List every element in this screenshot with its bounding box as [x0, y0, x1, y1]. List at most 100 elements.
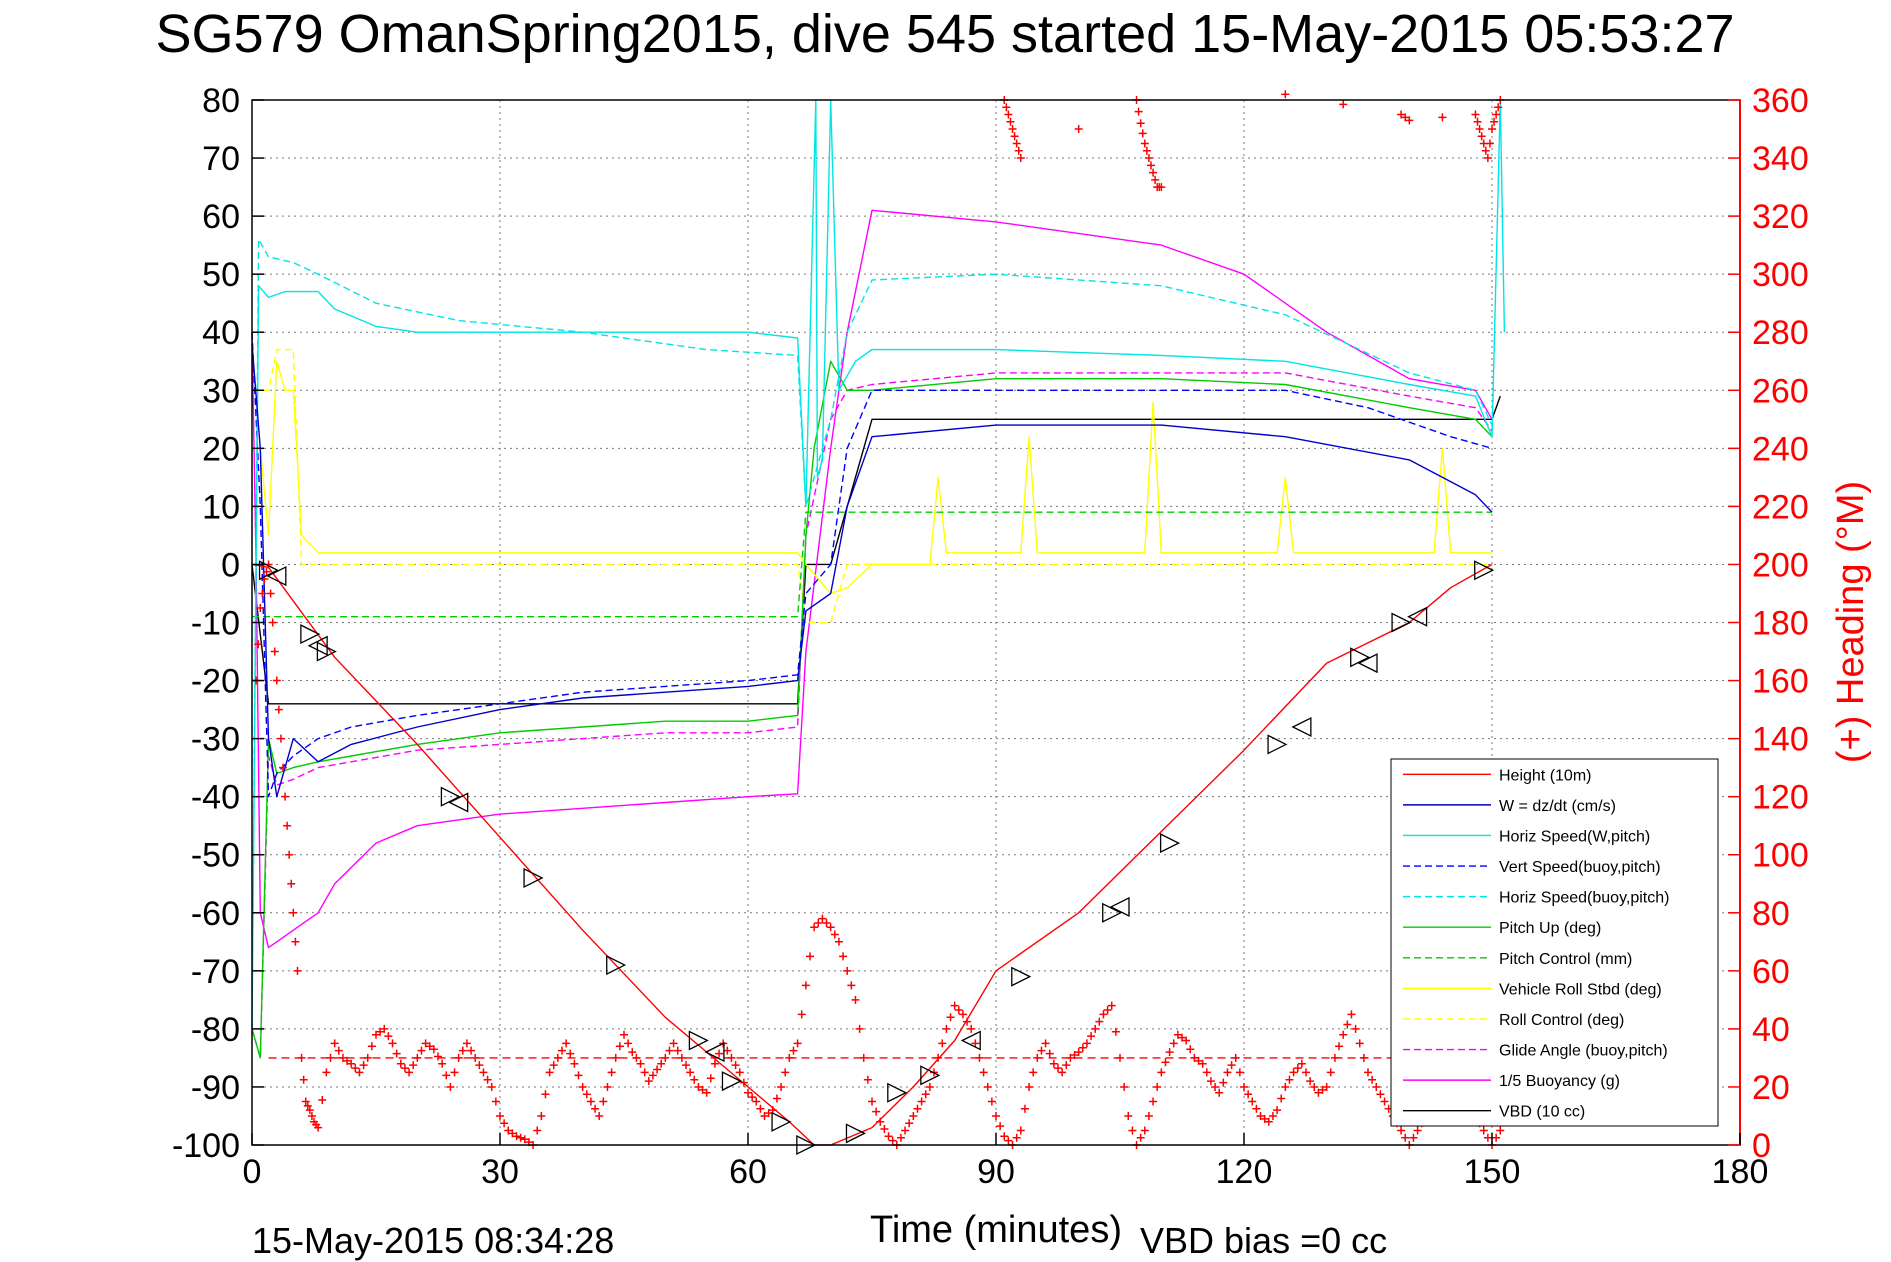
legend-entry: Pitch Control (mm)	[1499, 951, 1632, 968]
heading-point	[1215, 1088, 1224, 1097]
heading-point	[1293, 1064, 1302, 1073]
heading-point	[462, 1039, 471, 1048]
heading-point	[380, 1024, 389, 1033]
y-right-tick-label: 40	[1752, 1011, 1790, 1049]
y-right-tick-label: 260	[1752, 372, 1809, 410]
heading-point	[686, 1068, 695, 1077]
y-left-tick-label: 50	[202, 256, 240, 294]
heading-point	[1000, 1132, 1009, 1141]
heading-point	[1244, 1090, 1253, 1099]
heading-point	[801, 981, 810, 990]
heading-point	[1485, 139, 1494, 148]
heading-point	[648, 1071, 657, 1080]
series-line-horiz-speed-buoy-pitch	[251, 238, 1493, 1029]
heading-point	[1161, 1058, 1170, 1067]
heading-point	[376, 1027, 385, 1036]
heading-point	[901, 1126, 910, 1135]
y-left-tick-label: -60	[191, 895, 240, 933]
triangle-marker-right	[1267, 734, 1288, 755]
heading-point	[1099, 1010, 1108, 1019]
heading-point	[318, 1096, 327, 1105]
series-line-pitch-up-deg	[251, 360, 1493, 1059]
heading-point	[1281, 1082, 1290, 1091]
legend: Height (10m) W = dz/dt (cm/s) Horiz Speed(…	[1390, 758, 1719, 1127]
heading-point	[1186, 1045, 1195, 1054]
heading-point	[429, 1045, 438, 1054]
heading-point	[1020, 1104, 1029, 1113]
heading-point	[1240, 1082, 1248, 1091]
heading-point	[710, 1059, 719, 1068]
heading-point	[1477, 132, 1486, 141]
heading-point	[1483, 154, 1492, 163]
triangle-marker-left	[704, 1042, 725, 1063]
heading-point	[400, 1064, 409, 1073]
triangle-marker-right	[316, 641, 337, 662]
heading-point	[694, 1082, 703, 1091]
heading-point	[347, 1059, 356, 1068]
heading-point	[281, 792, 290, 801]
heading-point	[425, 1042, 434, 1051]
legend-entry: Horiz Speed(buoy,pitch)	[1499, 890, 1669, 907]
y-right-tick-label: 60	[1752, 953, 1790, 991]
triangle-marker-right	[1102, 902, 1123, 923]
y-left-tick-label: 10	[202, 488, 240, 526]
heading-point	[913, 1104, 922, 1113]
heading-point	[479, 1068, 488, 1077]
heading-point	[723, 1046, 732, 1055]
heading-point	[996, 1122, 1005, 1131]
y-left-tick-label: 40	[202, 314, 240, 352]
heading-point	[975, 1053, 984, 1062]
heading-point	[1401, 1133, 1410, 1142]
heading-point	[405, 1068, 414, 1077]
heading-point	[669, 1039, 678, 1048]
heading-point	[822, 918, 831, 927]
x-axis: 0 30 60 90 120 150 180	[243, 1133, 1768, 1191]
heading-point	[1004, 1136, 1013, 1145]
triangle-marker-right	[1391, 612, 1412, 633]
heading-point	[1264, 1117, 1273, 1126]
heading-point	[1140, 139, 1149, 148]
heading-point	[1281, 90, 1290, 99]
heading-point	[1165, 1048, 1174, 1057]
heading-point	[330, 1039, 339, 1048]
y-left-tick-label: -50	[191, 837, 240, 875]
heading-point	[1124, 1111, 1133, 1120]
heading-point	[467, 1046, 476, 1055]
heading-point	[272, 676, 281, 685]
heading-point	[1198, 1059, 1207, 1068]
heading-point	[1339, 1030, 1348, 1039]
legend-entry: VBD (10 cc)	[1499, 1104, 1585, 1121]
heading-point	[1033, 1053, 1042, 1062]
triangle-marker-right	[300, 624, 321, 645]
heading-point	[826, 923, 835, 932]
heading-point	[1326, 1068, 1335, 1077]
heading-point	[665, 1046, 674, 1055]
heading-point	[620, 1030, 628, 1039]
heading-point	[851, 995, 860, 1004]
heading-point	[1087, 1032, 1096, 1041]
heading-point	[814, 918, 823, 927]
heading-point	[1318, 1085, 1327, 1094]
heading-point	[1438, 113, 1447, 122]
heading-point	[578, 1082, 587, 1091]
left-y-axis: 80 70 60 50 40 30 20 10 0 -10 -20 -30 -40 -50 -60 -70 -8…	[172, 82, 264, 1165]
heading-point	[1149, 168, 1158, 177]
heading-point	[1380, 1097, 1389, 1106]
triangle-marker-left	[266, 566, 287, 587]
heading-point	[483, 1075, 492, 1084]
heading-point	[562, 1039, 571, 1048]
heading-point	[706, 1074, 715, 1083]
heading-point	[454, 1053, 463, 1062]
y-right-tick-label: 340	[1752, 140, 1809, 178]
heading-point	[640, 1068, 649, 1077]
heading-point	[1025, 1082, 1034, 1091]
series-line-roll-control-deg	[252, 348, 1492, 624]
heading-point	[396, 1059, 405, 1068]
heading-point	[417, 1046, 426, 1055]
heading-point	[1496, 1126, 1505, 1135]
heading-point	[1223, 1068, 1232, 1077]
heading-point	[727, 1053, 736, 1062]
heading-point	[1492, 1133, 1501, 1142]
heading-point	[570, 1059, 579, 1068]
heading-point	[553, 1053, 562, 1062]
